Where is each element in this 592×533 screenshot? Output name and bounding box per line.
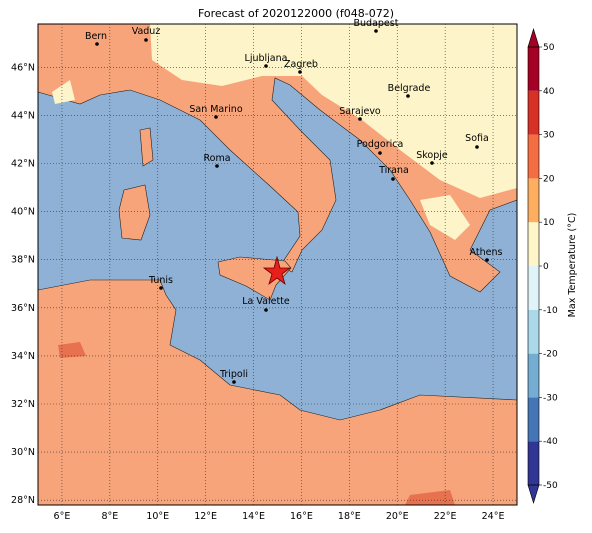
x-tick-label: 8°E	[101, 511, 118, 522]
city-dot	[214, 115, 218, 119]
city-dot	[475, 145, 479, 149]
colorbar-tick-label: 10	[543, 218, 555, 228]
colorbar-tick-label: -50	[543, 481, 558, 491]
city-label: Ljubljana	[245, 53, 288, 64]
colorbar-segment	[528, 441, 539, 485]
colorbar-segment	[528, 309, 539, 354]
city-label: Roma	[203, 153, 230, 164]
y-tick-label: 28°N	[11, 495, 35, 506]
colorbar-segment	[528, 90, 539, 135]
colorbar-tick-label: -30	[543, 393, 558, 403]
city-dot	[406, 94, 410, 98]
forecast-star	[262, 255, 292, 286]
city-label: Zagreb	[284, 59, 318, 70]
colorbar-segment	[528, 178, 539, 223]
colorbar-tick-label: 40	[543, 87, 555, 97]
city-dot	[391, 177, 395, 181]
city-label: Tripoli	[219, 369, 248, 380]
hot-patch	[405, 490, 455, 505]
colorbar-segment	[528, 134, 539, 179]
x-tick-label: 20°E	[386, 511, 409, 522]
city-dot	[215, 164, 219, 168]
colorbar-tick-label: 50	[543, 43, 555, 53]
city-label: Budapest	[354, 18, 399, 29]
y-tick-label: 34°N	[11, 351, 35, 362]
colorbar-segment	[528, 222, 539, 266]
city-label: La Valette	[242, 296, 290, 307]
colorbar-tick-label: -40	[543, 437, 558, 447]
x-tick-label: 10°E	[146, 511, 169, 522]
x-tick-label: 16°E	[290, 511, 313, 522]
y-tick-label: 42°N	[11, 158, 35, 169]
x-tick-label: 24°E	[482, 511, 505, 522]
colorbar-tick-label: 20	[543, 174, 555, 184]
cold-land	[420, 195, 470, 240]
colorbar-segment	[528, 353, 539, 398]
city-dot	[430, 161, 434, 165]
city-label: Bern	[85, 31, 107, 42]
colorbar-segment	[528, 397, 539, 442]
y-tick-label: 38°N	[11, 255, 35, 266]
y-tick-label: 44°N	[11, 110, 35, 121]
city-label: Vaduz	[132, 26, 161, 37]
city-label: Belgrade	[388, 83, 431, 94]
city-dot	[358, 117, 362, 121]
city-label: Podgorica	[357, 139, 404, 150]
city-dot	[378, 151, 382, 155]
hot-patch	[58, 342, 86, 358]
city-dot	[264, 64, 268, 68]
city-dot	[144, 38, 148, 42]
city-label: San Marino	[189, 104, 242, 115]
city-dot	[159, 286, 163, 290]
colorbar-tick-label: -10	[543, 306, 558, 316]
city-dot	[264, 308, 268, 312]
y-tick-label: 40°N	[11, 207, 35, 218]
sardinia	[118, 184, 151, 241]
colorbar-tick-label: 30	[543, 131, 555, 141]
colorbar-extend-top	[527, 27, 540, 48]
colorbar-extend-bottom	[527, 484, 540, 505]
y-tick-label: 36°N	[11, 303, 35, 314]
city-label: Tirana	[378, 165, 409, 176]
city-dot	[232, 380, 236, 384]
x-tick-label: 18°E	[338, 511, 361, 522]
city-dot	[374, 29, 378, 33]
y-tick-label: 30°N	[11, 447, 35, 458]
cold-land	[52, 80, 75, 104]
y-tick-label: 32°N	[11, 399, 35, 410]
city-dot	[298, 70, 302, 74]
city-label: Sarajevo	[339, 106, 381, 117]
city-dot	[485, 258, 489, 262]
colorbar-tick-label: 0	[543, 262, 549, 272]
x-tick-label: 22°E	[434, 511, 457, 522]
map-frame	[37, 23, 518, 506]
title: Forecast of 2020122000 (f048-072)	[198, 7, 394, 20]
colorbar-tick-label: -20	[543, 350, 558, 360]
x-tick-label: 6°E	[54, 511, 71, 522]
city-label: Sofia	[465, 133, 489, 144]
colorbar-segment	[528, 47, 539, 91]
y-tick-label: 46°N	[11, 62, 35, 73]
city-dot	[95, 42, 99, 46]
colorbar-label: Max Temperature (°C)	[567, 213, 578, 318]
x-tick-label: 14°E	[242, 511, 265, 522]
corsica	[139, 127, 154, 167]
city-label: Tunis	[148, 275, 173, 286]
colorbar-segment	[528, 266, 539, 310]
city-label: Skopje	[416, 150, 448, 161]
x-tick-label: 12°E	[194, 511, 217, 522]
city-label: Athens	[470, 247, 503, 258]
